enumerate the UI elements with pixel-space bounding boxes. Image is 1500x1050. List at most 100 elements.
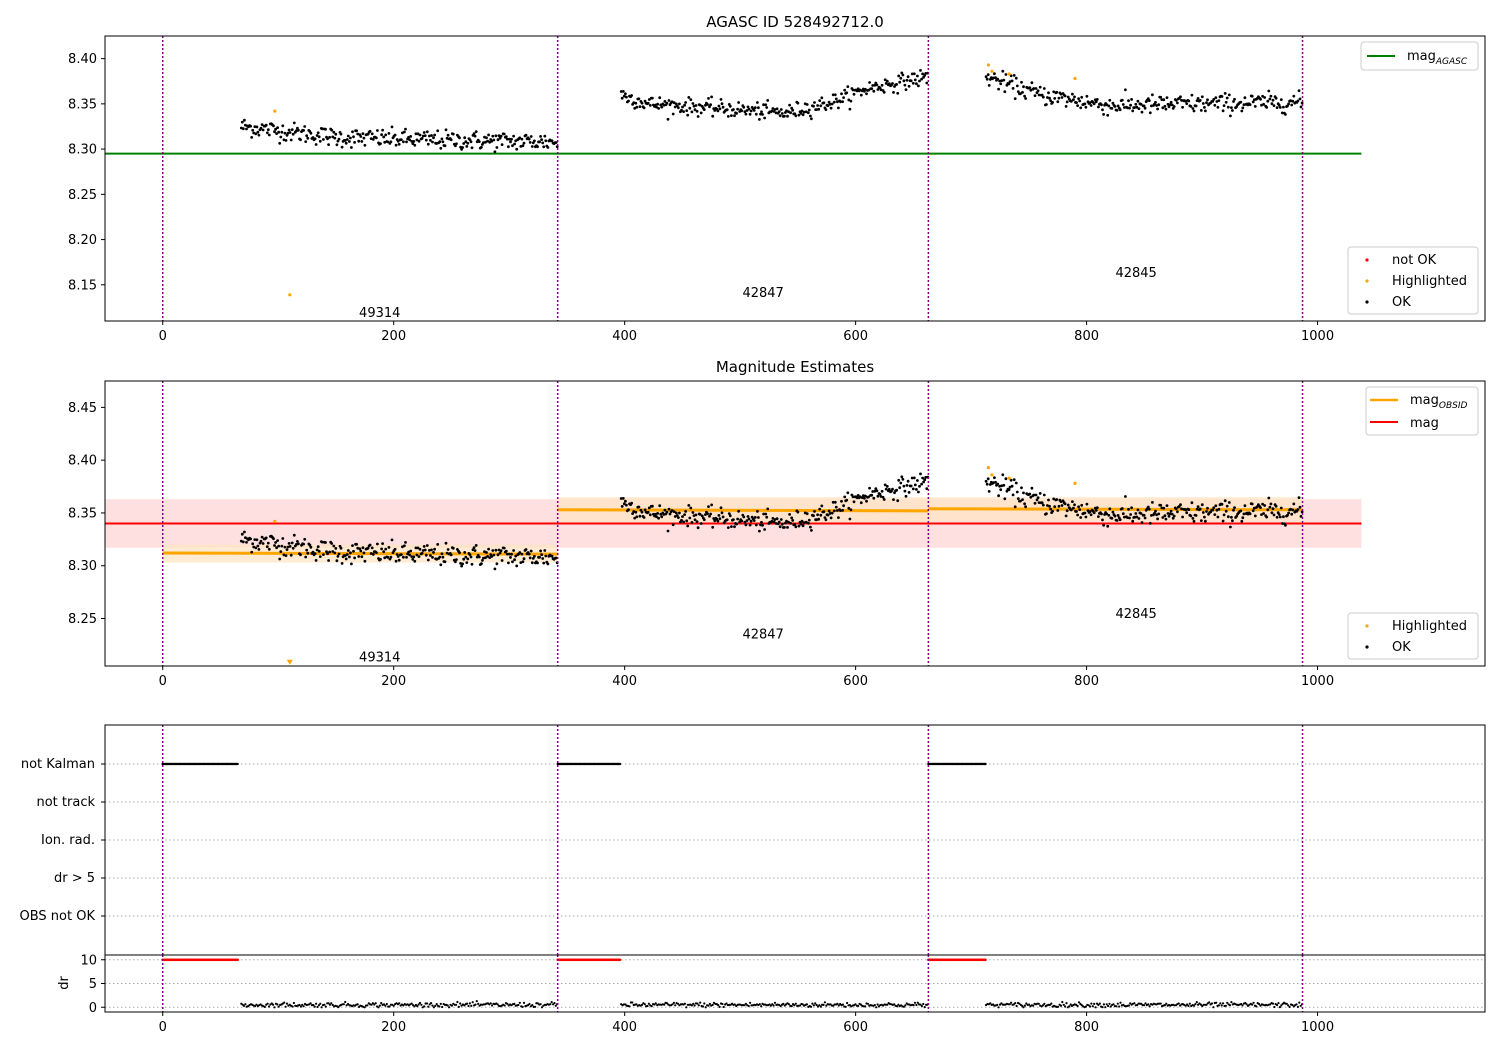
ok-point: [250, 136, 254, 139]
ok-point: [828, 512, 832, 515]
dr-point: [366, 1004, 369, 1007]
ok-point: [418, 547, 422, 551]
dr-point: [254, 1005, 257, 1008]
ok-point: [376, 542, 379, 546]
ok-point: [1034, 87, 1038, 90]
dr-point: [434, 1004, 437, 1008]
ok-point: [1033, 501, 1037, 505]
dr-point: [1112, 1003, 1115, 1006]
ok-point: [1167, 514, 1171, 518]
ok-point: [466, 557, 470, 561]
ok-point: [1092, 511, 1096, 515]
ok-point: [512, 549, 515, 552]
ok-point: [1022, 491, 1025, 495]
ok-point: [1048, 504, 1051, 508]
ok-point: [353, 556, 356, 560]
ok-point: [710, 95, 713, 99]
ok-point: [482, 141, 485, 145]
ok-point: [1075, 510, 1078, 513]
dr-point: [423, 1005, 426, 1008]
ok-point: [313, 552, 317, 556]
ok-point: [480, 145, 483, 149]
ok-point: [925, 81, 929, 85]
dr-point: [272, 1003, 275, 1006]
ok-point: [761, 113, 764, 116]
ok-point: [839, 100, 842, 104]
ok-point: [1129, 103, 1132, 107]
ok-point: [1299, 515, 1303, 518]
ok-point: [292, 533, 296, 537]
ok-point: [662, 513, 666, 516]
ok-point: [491, 549, 495, 552]
ok-point: [1289, 507, 1292, 511]
panel2-obsid-labels: 49314 42847 42845: [359, 607, 1157, 665]
ok-point: [1023, 502, 1026, 506]
ok-point: [878, 492, 882, 496]
ok-point: [667, 507, 671, 511]
ok-point: [1165, 504, 1169, 507]
ok-point: [340, 145, 344, 149]
ok-point: [1092, 102, 1096, 106]
dr-point: [430, 1002, 433, 1005]
ok-point: [1095, 506, 1099, 510]
ok-point: [831, 93, 835, 97]
ok-point: [986, 477, 990, 481]
ok-point: [274, 127, 277, 131]
dr-point: [1129, 1002, 1132, 1005]
ok-point: [812, 514, 815, 518]
dr-capped-point: [618, 958, 622, 962]
ok-point: [328, 135, 331, 139]
ok-point: [1161, 106, 1165, 110]
ok-point: [286, 131, 290, 135]
dr-point: [410, 1002, 413, 1005]
ok-point: [716, 519, 720, 523]
ok-point: [494, 548, 498, 552]
x-tick-label: 800: [1074, 1020, 1099, 1035]
ok-point: [414, 132, 418, 136]
dr-point: [864, 1005, 867, 1008]
ok-point: [502, 546, 506, 550]
ok-point: [799, 522, 803, 526]
ok-point: [1076, 104, 1079, 107]
ok-point: [1028, 86, 1032, 89]
ok-point: [502, 132, 506, 136]
dr-point: [457, 1005, 460, 1009]
ok-point: [1111, 101, 1115, 105]
ok-point: [693, 518, 697, 522]
ok-point: [725, 518, 729, 522]
ok-point: [1038, 85, 1042, 89]
dr-point: [743, 1004, 746, 1007]
dr-point: [522, 1001, 526, 1005]
ok-point: [643, 99, 647, 103]
ok-point: [789, 111, 792, 115]
ok-point: [299, 553, 302, 557]
ok-point: [800, 109, 804, 113]
ok-point: [390, 538, 394, 542]
ok-point: [1037, 93, 1041, 97]
ok-point: [1243, 96, 1247, 100]
ok-point: [1271, 98, 1275, 102]
ok-point: [1053, 505, 1057, 508]
ok-point: [848, 107, 852, 111]
ok-point: [1253, 105, 1257, 108]
ok-point: [1040, 501, 1044, 505]
ok-point: [737, 509, 740, 513]
ok-point: [352, 549, 355, 553]
panel1-obsid-labels: 49314 42847 42845: [359, 266, 1157, 321]
dr-point: [873, 1004, 876, 1007]
ok-point: [408, 553, 411, 557]
ok-point: [444, 541, 448, 545]
dr-point: [722, 1005, 725, 1009]
ok-point: [1110, 516, 1114, 520]
ok-point: [1261, 502, 1264, 506]
ok-point: [415, 138, 419, 142]
ok-point: [317, 135, 321, 139]
ok-point: [433, 133, 436, 137]
ok-point: [1110, 107, 1114, 110]
ok-point: [654, 103, 657, 107]
ok-point: [280, 130, 284, 134]
ok-point: [251, 542, 255, 546]
ok-point: [1133, 106, 1137, 109]
ok-point: [771, 107, 775, 110]
agasc-mag-panel: AGASC ID 528492712.0 0 200 400 600 800 10008.…: [68, 13, 1486, 344]
